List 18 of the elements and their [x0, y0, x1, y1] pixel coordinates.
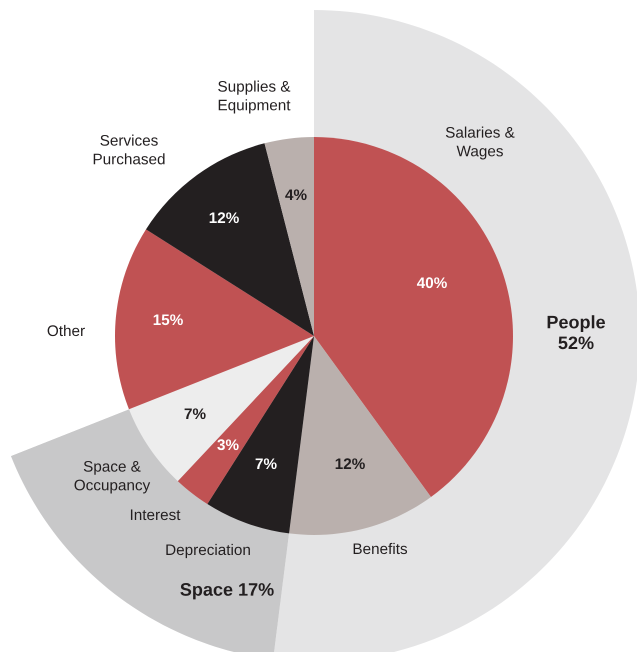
slice-label: Services Purchased	[94, 134, 165, 164]
data-label: Space 17%	[180, 583, 274, 600]
slice-label: Other	[48, 324, 85, 336]
data-label: 40%	[416, 277, 447, 288]
slice-label: Depreciation	[166, 544, 250, 558]
slice-label: Space & Occupancy	[74, 460, 150, 494]
slice-label: Supplies & Equipment	[218, 80, 290, 114]
slice-label: Benefits	[354, 542, 408, 554]
data-label: 12%	[336, 458, 365, 470]
slice-label: Salaries & Wages	[446, 126, 515, 160]
data-label: 12%	[210, 212, 239, 224]
data-label: 4%	[285, 189, 307, 200]
data-label: People 52%	[548, 315, 605, 350]
data-label: 15%	[154, 314, 183, 326]
data-label: 3%	[217, 439, 239, 450]
data-label: 7%	[184, 408, 206, 420]
data-label: 7%	[256, 458, 277, 470]
slice-label: Interest	[130, 509, 180, 520]
